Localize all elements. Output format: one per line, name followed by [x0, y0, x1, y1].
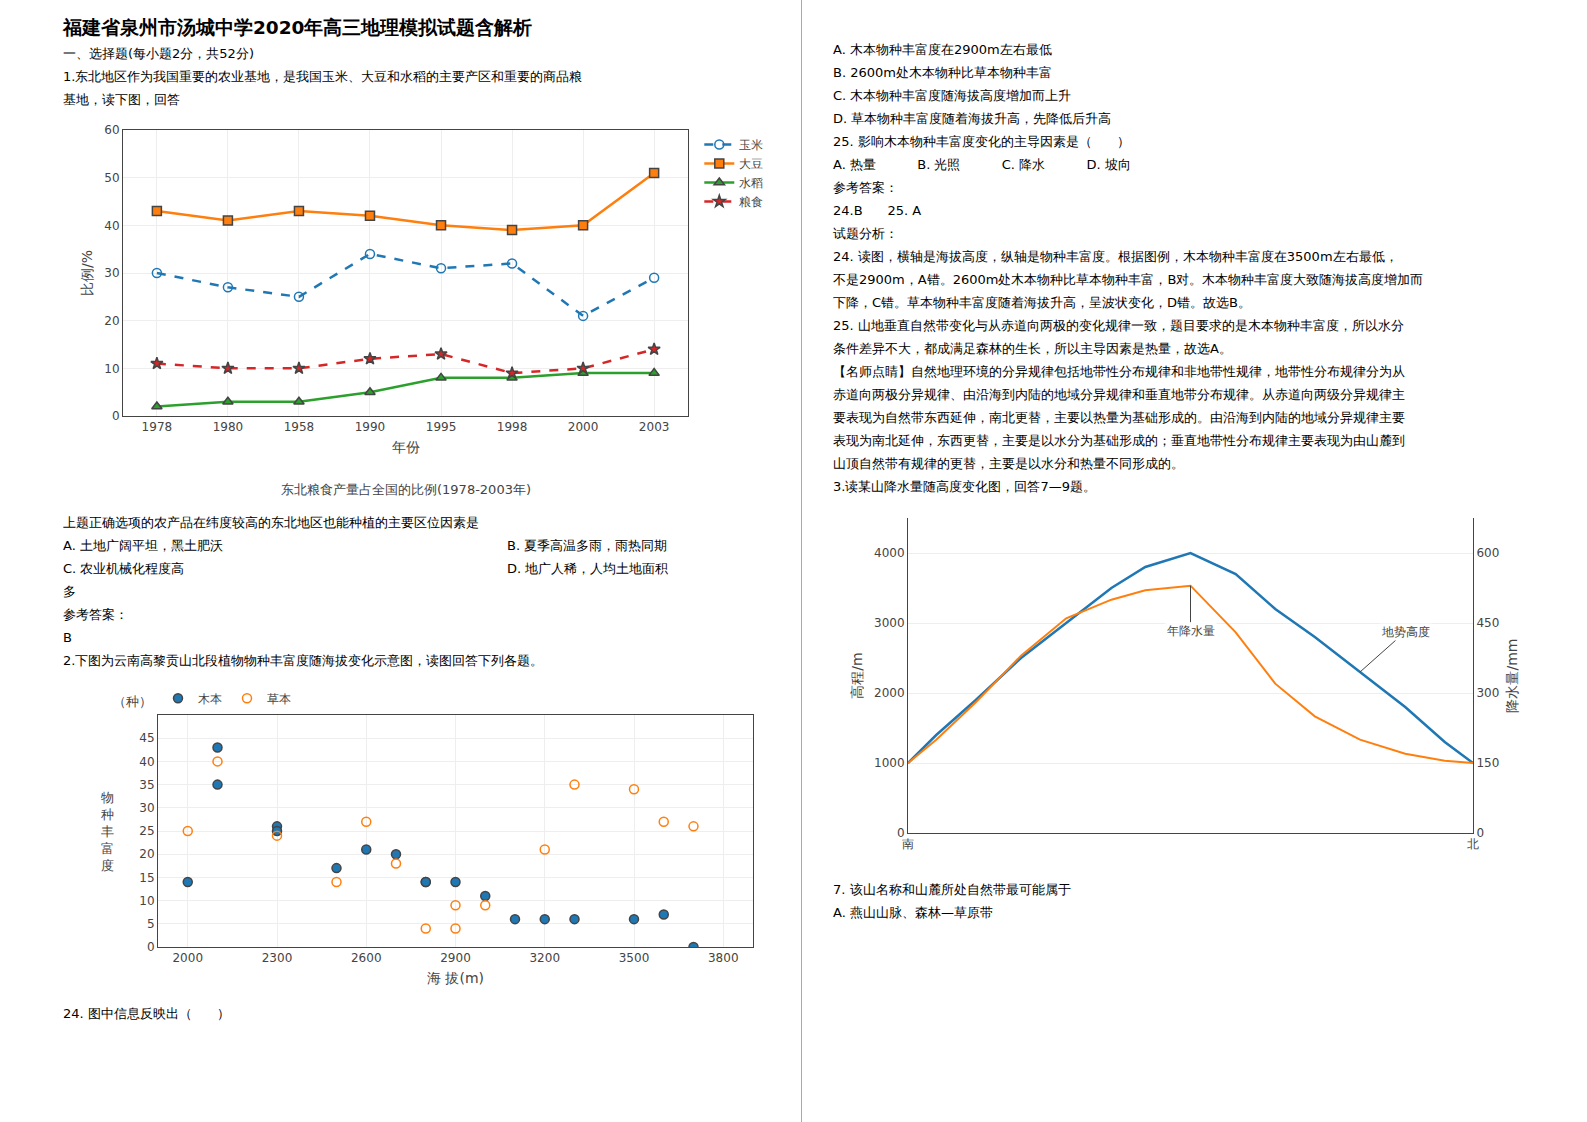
svg-text:南: 南	[902, 837, 914, 851]
html-text:B: B	[63, 630, 72, 645]
html-text:【名师点睛】自然地理环境的分异规律包括地带性分布规律和非地带: 【名师点睛】自然地理环境的分异规律包括地带性分布规律和非地带性规律，地带性分布规…	[833, 364, 1405, 379]
html-text:上题正确选项的农产品在纬度较高的东北地区也能种植的主要区位因: 上题正确选项的农产品在纬度较高的东北地区也能种植的主要区位因素是	[63, 515, 479, 530]
html-text:24. 图中信息反映出（ ）: 24. 图中信息反映出（ ）	[63, 1006, 230, 1021]
svg-text:50: 50	[104, 171, 119, 185]
svg-text:3500: 3500	[619, 951, 650, 965]
svg-text:40: 40	[139, 755, 154, 769]
svg-text:（种）: （种）	[113, 694, 152, 709]
html-text:3.读某山降水量随高度变化图，回答7—9题。: 3.读某山降水量随高度变化图，回答7—9题。	[833, 479, 1096, 494]
svg-text:3800: 3800	[708, 951, 739, 965]
html-text:要表现为自然带东西延伸，南北更替，主要以热量为基础形成的。由: 要表现为自然带东西延伸，南北更替，主要以热量为基础形成的。由沿海到内陆的地域分异…	[833, 410, 1405, 425]
svg-text:10: 10	[139, 894, 154, 908]
svg-text:0: 0	[147, 940, 155, 954]
html-text:25. 影响木本物种丰富度变化的主导因素是（ ）: 25. 影响木本物种丰富度变化的主导因素是（ ）	[833, 134, 1130, 149]
svg-text:2900: 2900	[440, 951, 471, 965]
svg-text:5: 5	[147, 917, 155, 931]
svg-text:年份: 年份	[392, 439, 420, 455]
html-text:7. 该山名称和山麓所处自然带最可能属于: 7. 该山名称和山麓所处自然带最可能属于	[833, 882, 1071, 897]
html-text:赤道向两极分异规律、由沿海到内陆的地域分异规律和垂直地带分布: 赤道向两极分异规律、由沿海到内陆的地域分异规律和垂直地带分布规律。从赤道向两级分…	[833, 387, 1405, 402]
html-text:福建省泉州市汤城中学2020年高三地理模拟试题含解析: 福建省泉州市汤城中学2020年高三地理模拟试题含解析	[63, 17, 533, 38]
svg-text:2003: 2003	[639, 420, 670, 434]
svg-text:物种丰富度: 物种丰富度	[101, 790, 114, 873]
svg-text:30: 30	[104, 266, 119, 280]
svg-text:东北粮食产量占全国的比例(1978-2003年): 东北粮食产量占全国的比例(1978-2003年)	[281, 482, 531, 497]
svg-text:20: 20	[139, 847, 154, 861]
svg-text:30: 30	[139, 801, 154, 815]
html-text:D. 草本物种丰富度随着海拔升高，先降低后升高: D. 草本物种丰富度随着海拔升高，先降低后升高	[833, 111, 1112, 126]
svg-text:高程/m: 高程/m	[849, 652, 865, 698]
html-text:1.东北地区作为我国重要的农业基地，是我国玉米、大豆和水稻的: 1.东北地区作为我国重要的农业基地，是我国玉米、大豆和水稻的主要产区和重要的商品…	[63, 69, 583, 84]
svg-text:木本: 木本	[198, 692, 222, 706]
svg-text:600: 600	[1476, 546, 1499, 560]
html-text:A. 燕山山脉、森林—草原带: A. 燕山山脉、森林—草原带	[833, 905, 993, 920]
svg-text:40: 40	[104, 219, 119, 233]
html-text:参考答案：: 参考答案：	[833, 180, 898, 195]
html-text:2.下图为云南高黎贡山北段植物物种丰富度随海拔变化示意图，读: 2.下图为云南高黎贡山北段植物物种丰富度随海拔变化示意图，读图回答下列各题。	[63, 653, 544, 668]
svg-text:2300: 2300	[262, 951, 293, 965]
svg-text:1998: 1998	[497, 420, 528, 434]
svg-text:比例/%: 比例/%	[79, 250, 95, 296]
html-text:不是2900m，A错。2600m处木本物种比草本物种丰富，B: 不是2900m，A错。2600m处木本物种比草本物种丰富，B对。木本物种丰富度大…	[833, 272, 1424, 287]
html-text:25. 山地垂直自然带变化与从赤道向两极的变化规律一致，题目: 25. 山地垂直自然带变化与从赤道向两极的变化规律一致，题目要求的是木本物种丰富…	[833, 318, 1404, 333]
svg-text:草本: 草本	[267, 692, 291, 706]
svg-text:海 拔(m): 海 拔(m)	[427, 970, 484, 986]
svg-text:3200: 3200	[529, 951, 560, 965]
svg-text:1990: 1990	[355, 420, 386, 434]
html-text:24. 读图，横轴是海拔高度，纵轴是物种丰富度。根据图例，木: 24. 读图，横轴是海拔高度，纵轴是物种丰富度。根据图例，木本物种丰富度在350…	[833, 249, 1398, 264]
svg-text:1958: 1958	[284, 420, 315, 434]
svg-text:2000: 2000	[172, 951, 203, 965]
svg-text:1980: 1980	[213, 420, 244, 434]
html-text:A. 热量 B. 光照 C. 降水 D. 坡向: A. 热量 B. 光照 C. 降水 D. 坡向	[833, 157, 1131, 172]
svg-text:玉米: 玉米	[739, 138, 763, 152]
svg-text:降水量/mm: 降水量/mm	[1504, 639, 1520, 713]
html-text:D. 地广人稀，人均土地面积: D. 地广人稀，人均土地面积	[507, 561, 669, 576]
html-text:下降，C错。草本物种丰富度随着海拔升高，呈波状变化，D错。故: 下降，C错。草本物种丰富度随着海拔升高，呈波状变化，D错。故选B。	[833, 295, 1251, 310]
svg-text:0: 0	[1476, 826, 1484, 840]
svg-text:北: 北	[1467, 837, 1479, 851]
svg-text:1000: 1000	[874, 756, 905, 770]
svg-text:450: 450	[1476, 616, 1499, 630]
html-text:24.B 25. A: 24.B 25. A	[833, 203, 922, 218]
svg-text:2600: 2600	[351, 951, 382, 965]
svg-text:1978: 1978	[142, 420, 173, 434]
svg-text:2000: 2000	[568, 420, 599, 434]
svg-text:3000: 3000	[874, 616, 905, 630]
svg-text:35: 35	[139, 778, 154, 792]
svg-text:300: 300	[1476, 686, 1499, 700]
html-text:基地，读下图，回答: 基地，读下图，回答	[63, 92, 180, 107]
svg-text:地势高度: 地势高度	[1381, 625, 1430, 639]
html-text:C. 农业机械化程度高: C. 农业机械化程度高	[63, 561, 185, 576]
html-text:B. 2600m处木本物种比草本物种丰富: B. 2600m处木本物种比草本物种丰富	[833, 65, 1052, 80]
html-text:C. 木本物种丰富度随海拔高度增加而上升: C. 木本物种丰富度随海拔高度增加而上升	[833, 88, 1072, 103]
html-text:A. 木本物种丰富度在2900m左右最低: A. 木本物种丰富度在2900m左右最低	[833, 42, 1052, 57]
svg-text:水稻: 水稻	[739, 176, 763, 190]
svg-text:0: 0	[897, 826, 905, 840]
html-text:山顶自然带有规律的更替，主要是以水分和热量不同形成的。: 山顶自然带有规律的更替，主要是以水分和热量不同形成的。	[833, 456, 1184, 471]
svg-text:20: 20	[104, 314, 119, 328]
svg-text:4000: 4000	[874, 546, 905, 560]
svg-text:1995: 1995	[426, 420, 457, 434]
html-text:一、选择题(每小题2分，共52分): 一、选择题(每小题2分，共52分)	[63, 46, 254, 61]
svg-text:15: 15	[139, 871, 154, 885]
svg-text:0: 0	[112, 409, 120, 423]
html-text:多: 多	[63, 584, 76, 599]
html-text:A. 土地广阔平坦，黑土肥沃: A. 土地广阔平坦，黑土肥沃	[63, 538, 223, 553]
html-text:B. 夏季高温多雨，雨热同期: B. 夏季高温多雨，雨热同期	[507, 538, 668, 553]
html-text:条件差异不大，都成满足森林的生长，所以主导因素是热量，故选A: 条件差异不大，都成满足森林的生长，所以主导因素是热量，故选A。	[833, 341, 1232, 356]
svg-text:25: 25	[139, 824, 154, 838]
svg-text:大豆: 大豆	[739, 157, 763, 171]
html-text:试题分析：: 试题分析：	[833, 226, 898, 241]
html-text:表现为南北延伸，东西更替，主要是以水分为基础形成的；垂直地带: 表现为南北延伸，东西更替，主要是以水分为基础形成的；垂直地带性分布规律主要表现为…	[833, 433, 1405, 448]
html-text:参考答案：: 参考答案：	[63, 607, 128, 622]
svg-text:粮食: 粮食	[739, 195, 763, 209]
svg-text:60: 60	[104, 123, 119, 137]
svg-text:2000: 2000	[874, 686, 905, 700]
svg-text:150: 150	[1476, 756, 1499, 770]
svg-text:年降水量: 年降水量	[1167, 624, 1215, 638]
svg-text:45: 45	[139, 731, 154, 745]
svg-text:10: 10	[104, 362, 119, 376]
